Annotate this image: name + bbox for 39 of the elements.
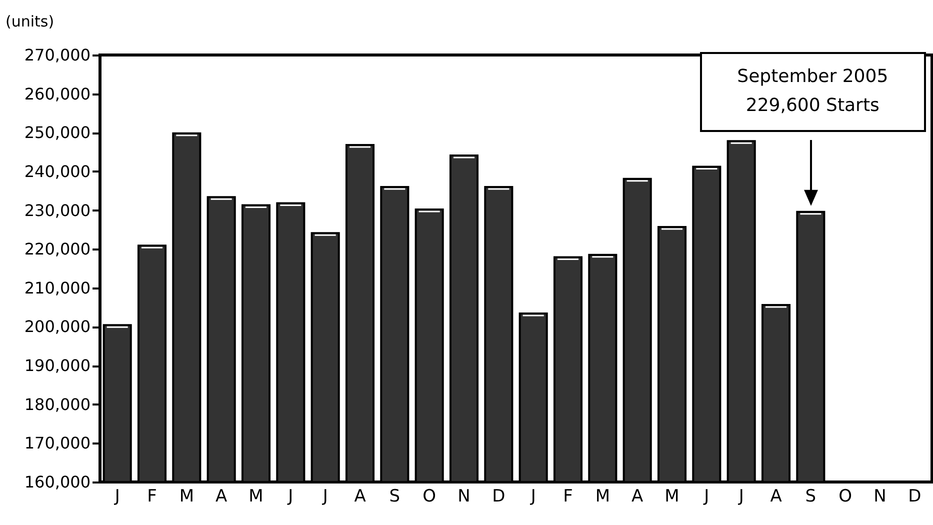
y-axis-title: (units)	[6, 12, 54, 30]
x-tick-label: J	[287, 486, 294, 506]
x-tick-label: J	[703, 486, 710, 506]
x-tick-label: M	[248, 486, 264, 506]
x-tick-label: M	[664, 486, 680, 506]
y-tick-label: 230,000	[24, 200, 90, 220]
y-tick-label: 180,000	[24, 394, 90, 414]
x-tick-label: S	[805, 486, 816, 506]
y-tick-label: 190,000	[24, 356, 90, 376]
y-tick-label: 170,000	[24, 434, 90, 453]
x-tick-label: D	[492, 486, 506, 506]
x-tick-label: F	[147, 486, 157, 506]
x-tick-label: A	[216, 486, 228, 506]
x-tick-label: O	[422, 486, 436, 506]
annotation: September 2005 229,600 Starts	[736, 65, 890, 118]
x-tick-label: J	[114, 486, 120, 506]
y-tick-label: 240,000	[24, 162, 90, 181]
callout-box: September 2005 229,600 Starts	[700, 52, 926, 132]
x-tick-label: N	[874, 486, 886, 506]
y-tick-label: 270,000	[24, 46, 90, 64]
x-tick-label: M	[179, 486, 194, 506]
y-tick-label: 260,000	[24, 84, 90, 104]
x-tick-label: F	[563, 486, 573, 506]
y-tick-label: 200,000	[24, 317, 90, 336]
x-tick-label: S	[389, 486, 400, 506]
x-tick-label: O	[838, 486, 852, 506]
x-tick-label: N	[458, 486, 470, 506]
y-tick-label: 210,000	[24, 278, 90, 298]
x-tick-label: M	[595, 486, 610, 506]
x-tick-label: A	[770, 486, 782, 506]
x-tick-label: D	[908, 486, 922, 506]
y-tick-label: 250,000	[24, 123, 90, 142]
x-tick-label: A	[354, 486, 366, 506]
y-tick-label: 160,000	[24, 472, 90, 492]
x-tick-label: J	[738, 486, 744, 506]
x-tick-label: J	[322, 486, 328, 506]
x-tick-label: A	[632, 486, 644, 506]
x-tick-label: J	[530, 486, 536, 506]
y-tick-label: 220,000	[24, 240, 90, 259]
